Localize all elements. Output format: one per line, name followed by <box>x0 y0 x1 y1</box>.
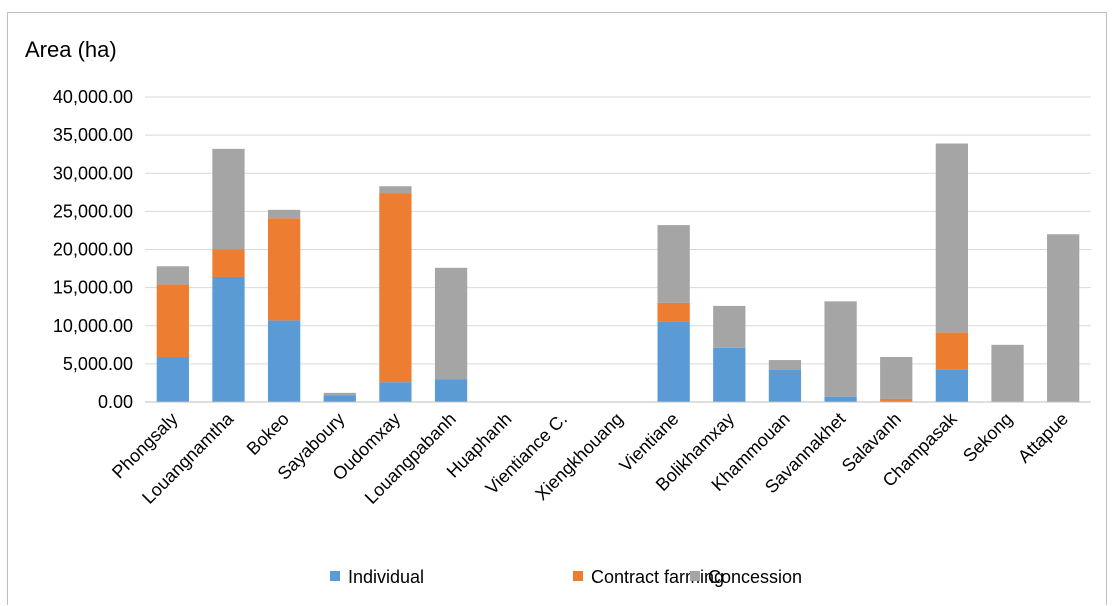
y-tick-label: 15,000.00 <box>53 278 133 298</box>
bar-individual <box>713 347 746 402</box>
legend-swatch <box>330 571 340 581</box>
bar-individual <box>824 396 857 402</box>
y-tick-label: 40,000.00 <box>53 87 133 107</box>
bar-contract-farming <box>657 302 690 322</box>
y-tick-label: 35,000.00 <box>53 125 133 145</box>
legend-swatch <box>573 571 583 581</box>
y-tick-label: 30,000.00 <box>53 163 133 183</box>
y-tick-label: 0.00 <box>98 392 133 412</box>
bar-concession <box>713 305 746 348</box>
y-tick-label: 5,000.00 <box>63 354 133 374</box>
y-axis-ticks: 0.00 5,000.00 10,000.00 15,000.00 20,000.00 2… <box>53 87 133 412</box>
x-category-label: Bokeo <box>243 409 293 459</box>
bar-concession <box>657 225 690 303</box>
y-tick-label: 10,000.00 <box>53 316 133 336</box>
gridlines <box>145 96 1091 365</box>
bar-concession <box>880 357 913 399</box>
bar-concession <box>212 148 245 250</box>
bar-contract-farming <box>212 249 245 277</box>
chart-frame: Area (ha) 0.00 5,000.00 10,000.00 15,000.00… <box>7 12 1107 605</box>
stacked-bar-chart: Area (ha) 0.00 5,000.00 10,000.00 15,000.00… <box>25 37 1091 587</box>
bar-concession <box>824 301 857 397</box>
y-tick-label: 25,000.00 <box>53 201 133 221</box>
y-axis-title: Area (ha) <box>25 37 117 62</box>
bar-concession <box>379 186 412 194</box>
x-category-label: Attapue <box>1014 409 1072 467</box>
y-tick-label: 20,000.00 <box>53 240 133 260</box>
bar-concession <box>1047 234 1080 402</box>
bar-contract-farming <box>267 218 301 321</box>
bar-concession <box>768 360 802 370</box>
bar-concession <box>267 209 301 219</box>
bar-individual <box>768 369 802 402</box>
bar-contract-farming <box>379 193 412 383</box>
bar-concession <box>323 392 356 396</box>
bar-individual <box>156 357 189 402</box>
bar-individual <box>434 379 468 402</box>
x-category-label: Sekong <box>959 409 1016 466</box>
bar-concession <box>935 143 969 333</box>
bar-individual <box>267 320 301 402</box>
bar-individual <box>657 321 690 402</box>
bar-contract-farming <box>880 398 913 402</box>
legend-label: Individual <box>348 567 424 587</box>
legend-swatch <box>690 571 700 581</box>
bar-concession <box>991 344 1024 402</box>
legend-label: Contract farming <box>591 567 724 587</box>
bar-individual <box>935 369 969 402</box>
bars <box>156 143 1080 402</box>
legend-label: Concession <box>708 567 802 587</box>
bar-concession <box>156 266 189 285</box>
bar-contract-farming <box>156 284 189 358</box>
bar-contract-farming <box>935 332 969 370</box>
bar-individual <box>323 395 356 402</box>
bar-individual <box>212 276 245 402</box>
bar-concession <box>434 267 468 380</box>
bar-individual <box>379 382 412 402</box>
